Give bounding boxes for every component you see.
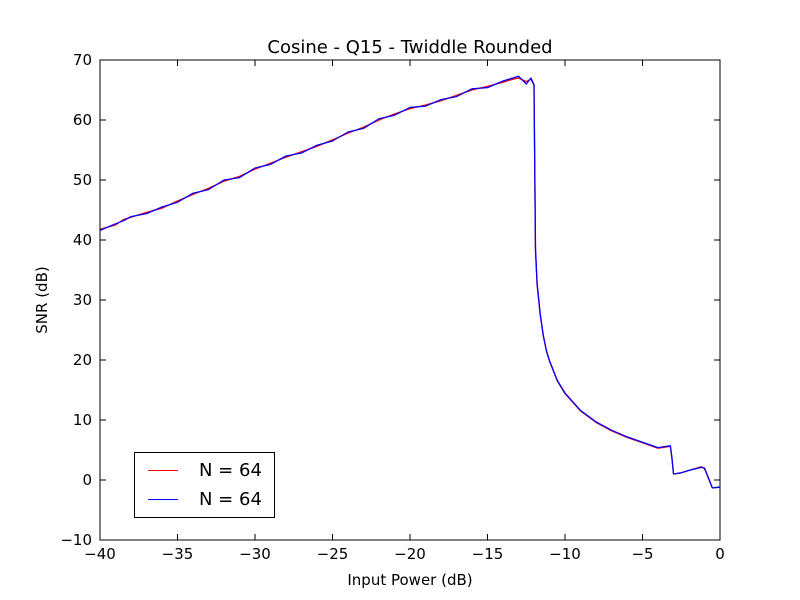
- y-tick-label: 10: [73, 411, 92, 429]
- chart-title: Cosine - Q15 - Twiddle Rounded: [267, 37, 552, 58]
- x-tick-label: −15: [472, 545, 504, 563]
- y-tick-label: 40: [73, 231, 92, 249]
- y-tick-label: 20: [73, 351, 92, 369]
- x-tick-label: 0: [715, 545, 725, 563]
- legend-swatch-red: [148, 470, 178, 471]
- y-tick-label: 60: [73, 111, 92, 129]
- legend: N = 64 N = 64: [134, 452, 275, 518]
- x-tick-label: −10: [549, 545, 581, 563]
- series-line-red: [99, 77, 721, 489]
- legend-swatch-blue: [148, 499, 178, 500]
- legend-entry-blue: N = 64: [135, 489, 274, 511]
- x-tick-label: −40: [84, 545, 116, 563]
- y-tick-label: 70: [73, 51, 92, 69]
- legend-entry-red: N = 64: [135, 460, 274, 482]
- x-tick-label: −5: [631, 545, 653, 563]
- y-tick-label: 30: [73, 291, 92, 309]
- x-tick-label: −35: [162, 545, 194, 563]
- y-tick-label: 0: [82, 471, 92, 489]
- y-tick-label: 50: [73, 171, 92, 189]
- y-tick-label: −10: [60, 531, 92, 549]
- legend-label-blue: N = 64: [199, 489, 262, 510]
- legend-label-red: N = 64: [199, 460, 262, 481]
- x-tick-label: −20: [394, 545, 426, 563]
- x-tick-label: −30: [239, 545, 271, 563]
- plot-frame: [99, 59, 721, 541]
- y-axis-label: SNR (dB): [33, 266, 51, 333]
- x-tick-label: −25: [317, 545, 349, 563]
- x-axis-label: Input Power (dB): [347, 571, 472, 589]
- series-line-blue: [99, 75, 721, 489]
